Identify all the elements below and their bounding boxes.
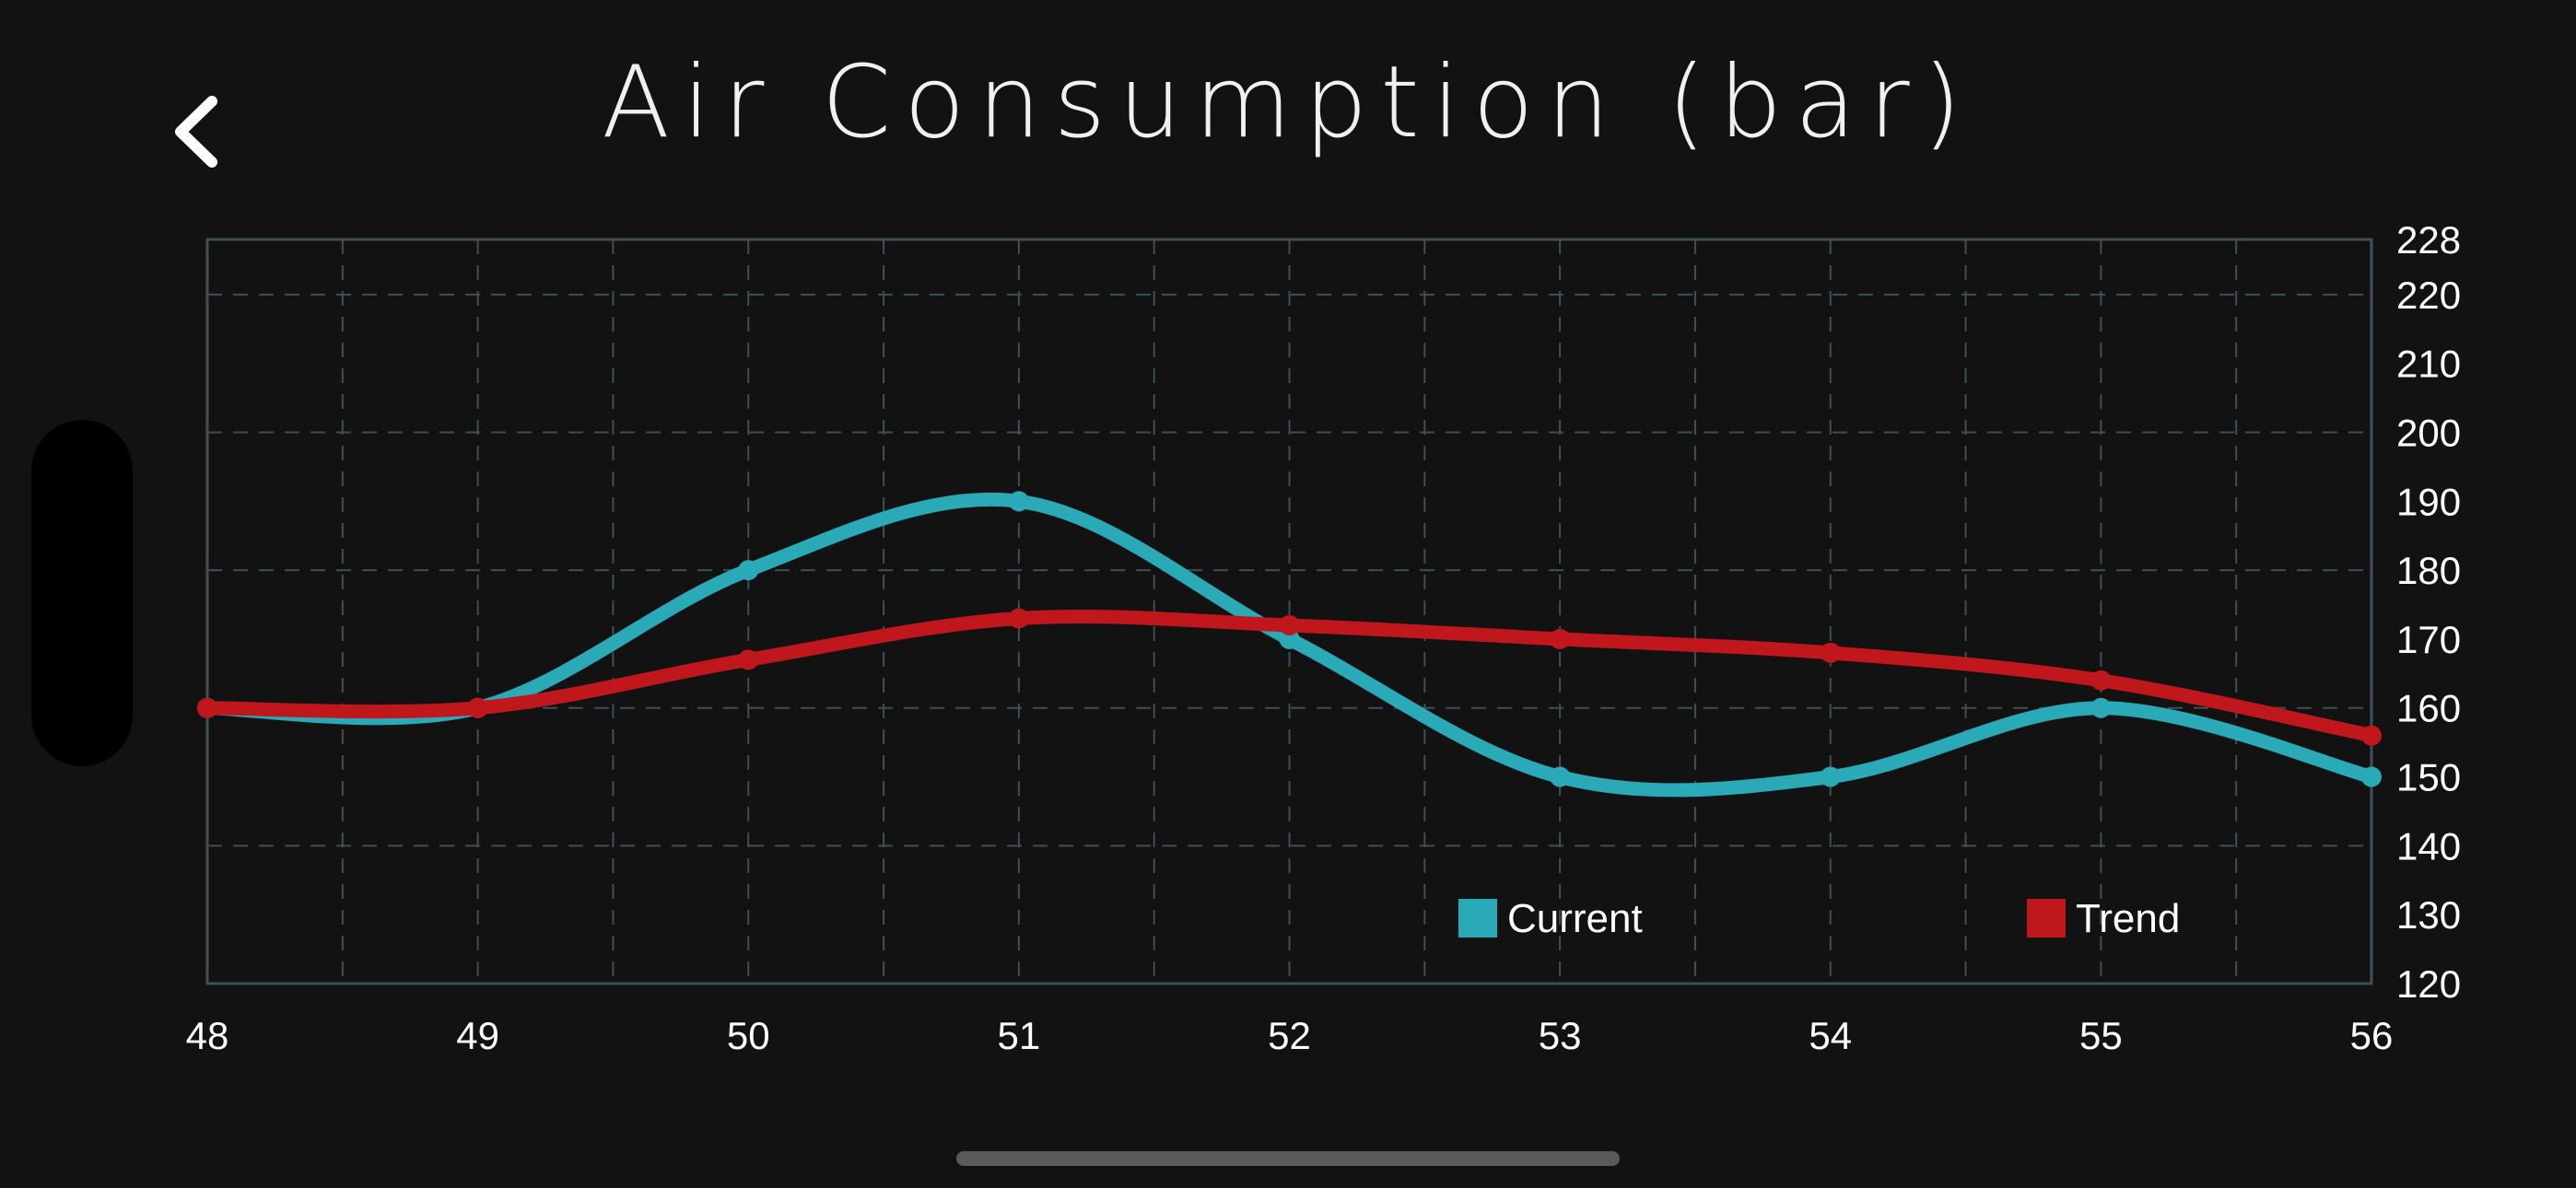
x-tick-label: 55 [2079, 1014, 2123, 1057]
y-tick-label: 170 [2396, 618, 2461, 661]
y-tick-label: 130 [2396, 893, 2461, 937]
side-handle[interactable] [31, 420, 133, 766]
x-tick-label: 51 [998, 1014, 1041, 1057]
data-point-trend[interactable] [467, 697, 488, 718]
x-tick-label: 52 [1268, 1014, 1311, 1057]
data-point-current[interactable] [1820, 766, 1841, 787]
legend-swatch-trend [2027, 899, 2066, 938]
x-tick-label: 50 [727, 1014, 770, 1057]
home-indicator[interactable] [956, 1151, 1620, 1166]
data-point-trend[interactable] [1279, 614, 1300, 635]
y-tick-label: 150 [2396, 756, 2461, 799]
x-tick-label: 56 [2350, 1014, 2394, 1057]
x-tick-label: 49 [456, 1014, 499, 1057]
page-title: Air Consumption (bar) [602, 45, 1974, 160]
data-point-current[interactable] [2090, 697, 2112, 718]
data-point-current[interactable] [1550, 766, 1571, 787]
y-tick-label: 120 [2396, 962, 2461, 1006]
back-button[interactable] [164, 90, 238, 173]
y-tick-label: 160 [2396, 687, 2461, 730]
data-point-trend[interactable] [2090, 670, 2112, 691]
chevron-left-icon [175, 96, 217, 168]
y-tick-label: 180 [2396, 549, 2461, 592]
data-point-current[interactable] [1008, 491, 1029, 512]
data-point-trend[interactable] [1550, 628, 1571, 649]
y-tick-label: 220 [2396, 274, 2461, 317]
y-tick-label: 140 [2396, 824, 2461, 868]
data-point-trend[interactable] [738, 649, 759, 670]
data-point-trend[interactable] [1008, 608, 1029, 629]
x-tick-label: 53 [1539, 1014, 1582, 1057]
y-tick-label: 210 [2396, 343, 2461, 386]
y-tick-label: 200 [2396, 411, 2461, 454]
y-tick-label: 190 [2396, 480, 2461, 523]
legend-label-current: Current [1507, 896, 1643, 941]
data-point-trend[interactable] [1820, 642, 1841, 663]
y-tick-label: 228 [2396, 218, 2461, 262]
data-point-trend[interactable] [197, 697, 217, 718]
data-point-current[interactable] [738, 560, 759, 581]
legend-label-trend: Trend [2076, 896, 2180, 941]
legend-swatch-current [1458, 899, 1497, 938]
air-consumption-chart: 120 130 140 150 160 170 180 190 200 210 220 228 48 49… [186, 218, 2461, 1057]
data-point-current[interactable] [2361, 766, 2382, 787]
data-point-trend[interactable] [2361, 725, 2382, 746]
x-tick-label: 48 [186, 1014, 229, 1057]
x-tick-label: 54 [1809, 1014, 1852, 1057]
